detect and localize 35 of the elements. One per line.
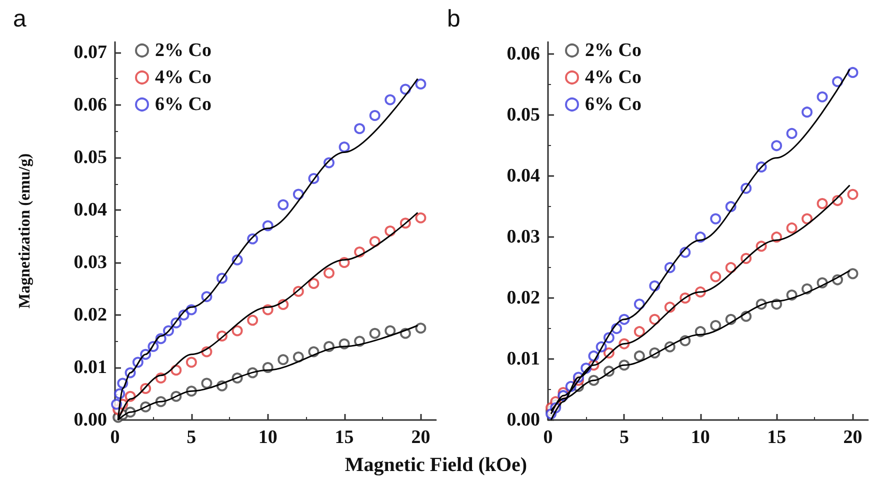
legend-label: 2% Co [585, 40, 642, 61]
y-tick-label: 0.05 [506, 104, 540, 126]
y-tick-label: 0.01 [74, 357, 107, 378]
y-tick-label: 0.04 [74, 200, 108, 220]
y-tick-label: 0.07 [74, 42, 108, 63]
x-tick-label: 5 [186, 427, 196, 448]
x-tick-label: 15 [334, 427, 354, 448]
x-tick-label: 5 [619, 427, 629, 448]
y-axis-title: Magnetization (emu/g) [16, 153, 34, 309]
y-tick-label: 0.06 [506, 44, 540, 65]
y-tick-label: 0.03 [506, 226, 540, 248]
legend-label: 6% Co [585, 94, 642, 115]
y-tick-label: 0.05 [74, 147, 107, 168]
x-tick-label: 10 [690, 427, 710, 448]
x-tick-label: 15 [767, 427, 786, 448]
chart-title: a [13, 6, 27, 32]
y-tick-label: 0.00 [74, 410, 107, 430]
x-axis-title: Magnetic Field (kOe) [344, 454, 528, 477]
y-tick-label: 0.03 [74, 252, 107, 273]
x-tick-label: 0 [110, 427, 120, 448]
y-tick-label: 0.02 [74, 304, 107, 326]
legend-label: 2% Co [155, 40, 212, 61]
x-tick-label: 10 [258, 427, 278, 448]
y-tick-label: 0.04 [506, 166, 540, 187]
x-tick-label: 20 [843, 427, 862, 448]
y-tick-label: 0.06 [74, 94, 107, 116]
y-tick-label: 0.00 [506, 410, 540, 430]
y-tick-label: 0.01 [506, 348, 540, 370]
x-tick-label: 0 [543, 427, 553, 448]
legend-label: 4% Co [155, 67, 212, 88]
legend-label: 4% Co [585, 67, 642, 88]
y-tick-label: 0.02 [506, 288, 540, 309]
x-tick-label: 20 [411, 427, 430, 448]
legend-label: 6% Co [155, 94, 212, 115]
chart-title: b [447, 6, 460, 32]
